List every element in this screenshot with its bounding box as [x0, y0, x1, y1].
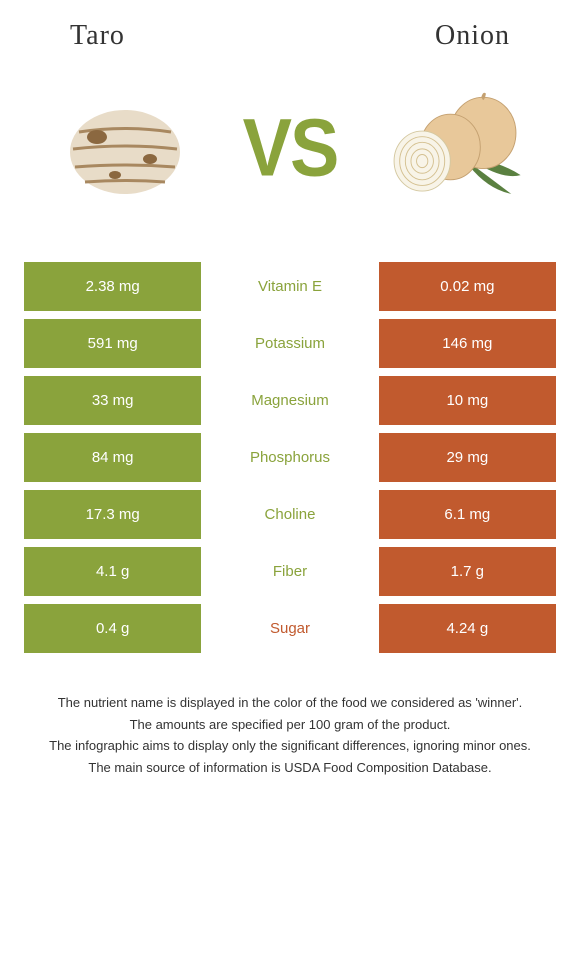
- taro-image: [50, 72, 200, 222]
- right-value: 1.7 g: [379, 547, 556, 596]
- right-value: 6.1 mg: [379, 490, 556, 539]
- nutrient-row: 84 mgPhosphorus29 mg: [24, 433, 556, 482]
- nutrient-row: 33 mgMagnesium10 mg: [24, 376, 556, 425]
- note-line: The amounts are specified per 100 gram o…: [30, 715, 550, 735]
- footer-notes: The nutrient name is displayed in the co…: [20, 693, 560, 777]
- right-value: 29 mg: [379, 433, 556, 482]
- nutrient-name: Sugar: [201, 604, 378, 653]
- nutrient-table: 2.38 mgVitamin E0.02 mg 591 mgPotassium14…: [20, 262, 560, 653]
- left-title: Taro: [70, 20, 125, 52]
- note-line: The nutrient name is displayed in the co…: [30, 693, 550, 713]
- nutrient-name: Phosphorus: [201, 433, 378, 482]
- nutrient-row: 0.4 gSugar4.24 g: [24, 604, 556, 653]
- nutrient-row: 591 mgPotassium146 mg: [24, 319, 556, 368]
- nutrient-name: Magnesium: [201, 376, 378, 425]
- onion-image: [380, 72, 530, 222]
- left-value: 0.4 g: [24, 604, 201, 653]
- nutrient-row: 2.38 mgVitamin E0.02 mg: [24, 262, 556, 311]
- note-line: The infographic aims to display only the…: [30, 736, 550, 756]
- nutrient-row: 4.1 gFiber1.7 g: [24, 547, 556, 596]
- nutrient-row: 17.3 mgCholine6.1 mg: [24, 490, 556, 539]
- taro-icon: [55, 87, 195, 207]
- left-value: 17.3 mg: [24, 490, 201, 539]
- right-value: 4.24 g: [379, 604, 556, 653]
- onion-icon: [380, 72, 530, 222]
- vs-label: VS: [243, 100, 338, 194]
- nutrient-name: Choline: [201, 490, 378, 539]
- right-title: Onion: [435, 20, 510, 52]
- left-value: 2.38 mg: [24, 262, 201, 311]
- nutrient-name: Vitamin E: [201, 262, 378, 311]
- left-value: 84 mg: [24, 433, 201, 482]
- left-value: 4.1 g: [24, 547, 201, 596]
- left-value: 591 mg: [24, 319, 201, 368]
- vs-row: VS: [20, 62, 560, 232]
- header-titles: Taro Onion: [20, 20, 560, 52]
- nutrient-name: Potassium: [201, 319, 378, 368]
- nutrient-name: Fiber: [201, 547, 378, 596]
- right-value: 146 mg: [379, 319, 556, 368]
- right-value: 0.02 mg: [379, 262, 556, 311]
- left-value: 33 mg: [24, 376, 201, 425]
- note-line: The main source of information is USDA F…: [30, 758, 550, 778]
- right-value: 10 mg: [379, 376, 556, 425]
